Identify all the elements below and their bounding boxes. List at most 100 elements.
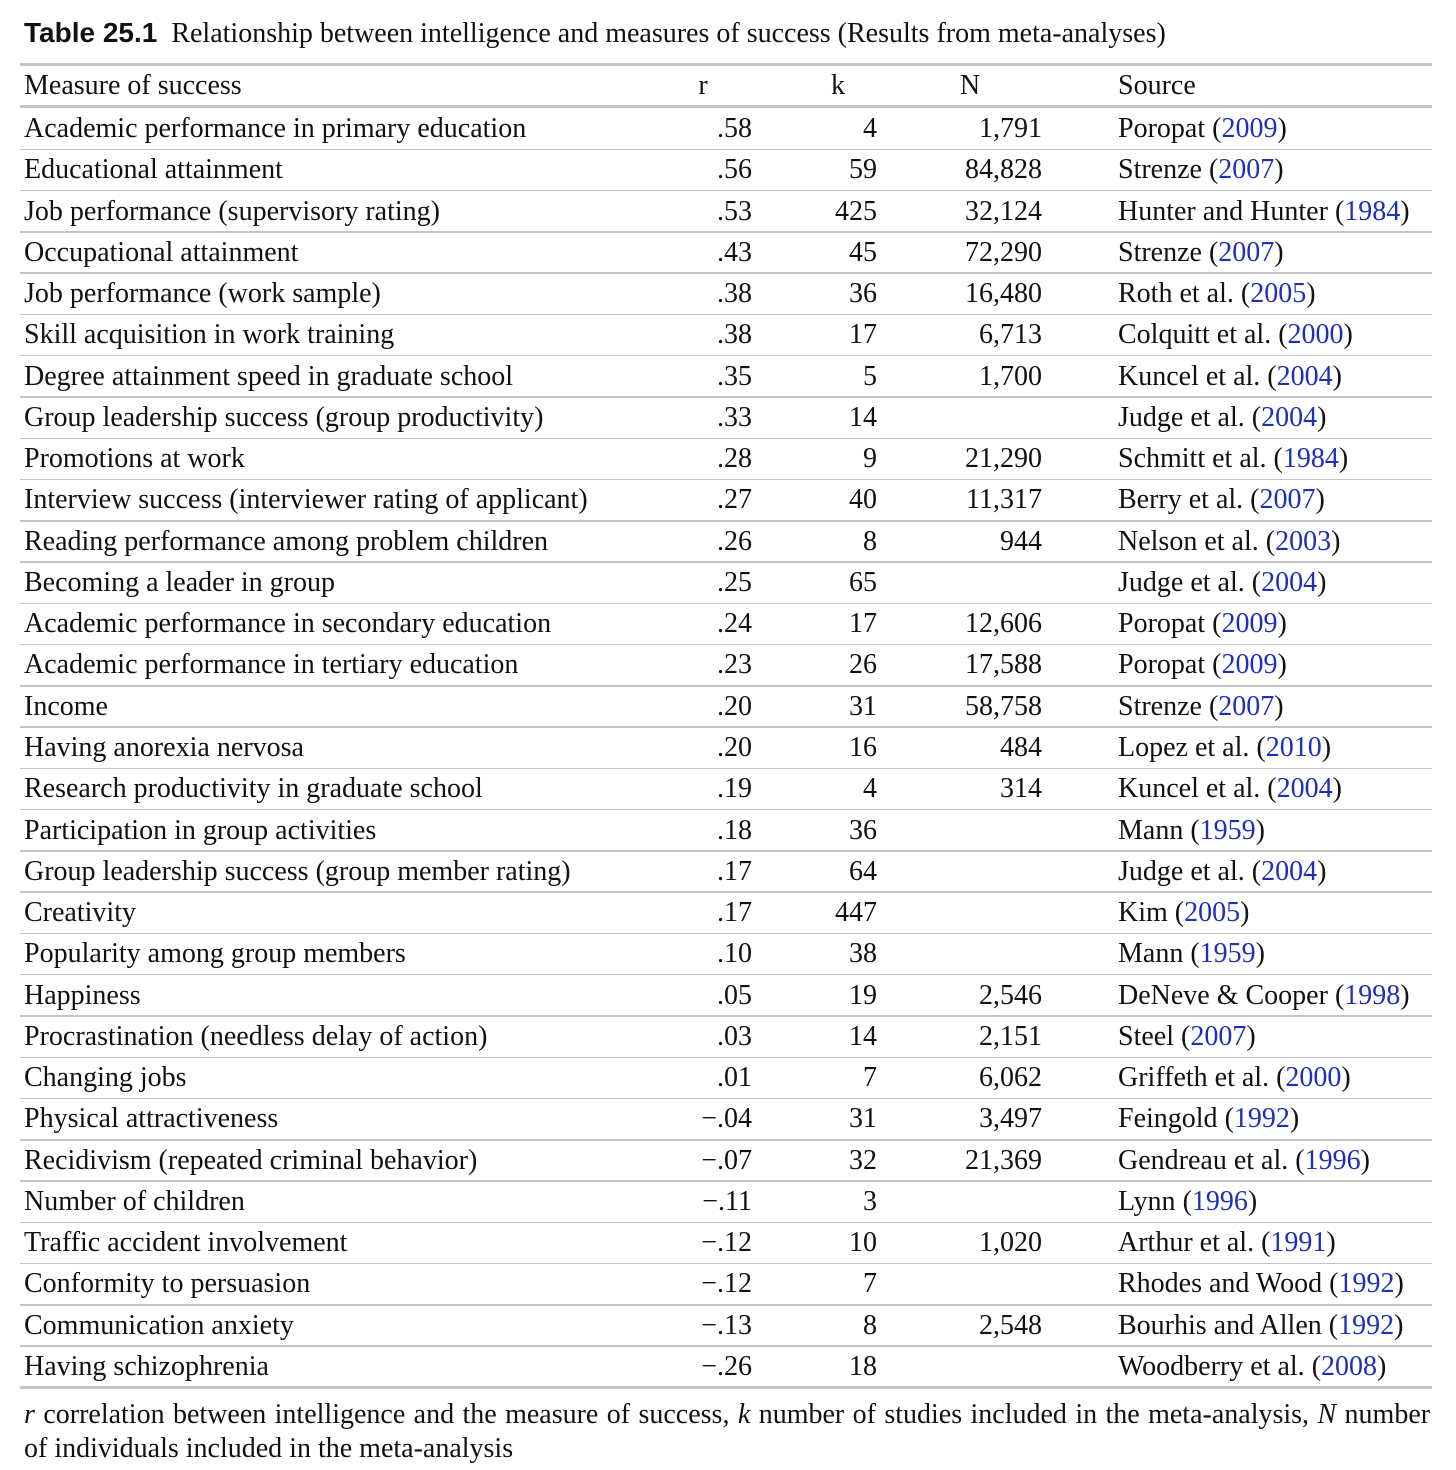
source-year: 2004 (1252, 856, 1327, 887)
source-cell: Lopez et al. 2010 (1118, 731, 1331, 765)
source-cell: Lynn 1996 (1118, 1185, 1257, 1219)
source-cell: DeNeve & Cooper 1998 (1118, 979, 1410, 1013)
header-cell: N (959, 70, 981, 101)
measure-cell: Becoming a leader in group (24, 566, 336, 598)
r-cell: .35 (717, 360, 752, 392)
measure-cell: Participation in group activities (24, 814, 377, 846)
source-author: Berry et al. (1118, 484, 1244, 516)
r-cell: .56 (717, 154, 752, 186)
row-rule (20, 726, 1432, 728)
n-cell: 16,480 (965, 278, 1042, 310)
source-author: Poropat (1118, 113, 1206, 144)
row-rule (20, 437, 1432, 439)
k-cell: 3 (863, 1185, 877, 1217)
measure-cell: Popularity among group members (24, 938, 406, 970)
source-year: 1984 (1335, 196, 1410, 227)
source-cell: Berry et al. 2007 (1118, 483, 1325, 517)
source-year: 2004 (1267, 361, 1342, 392)
measure-cell: Traffic accident involvement (24, 1227, 348, 1259)
measure-cell: Educational attainment (24, 154, 283, 186)
n-cell: 32,124 (965, 195, 1042, 227)
r-cell: −.26 (701, 1351, 752, 1382)
source-cell: Kuncel et al. 2004 (1118, 360, 1342, 394)
source-year: 1992 (1225, 1103, 1300, 1134)
source-author: Lopez et al. (1118, 732, 1250, 763)
measure-cell: Creativity (24, 897, 136, 929)
footnote: r correlation between intelligence and t… (24, 1398, 1430, 1466)
r-cell: .28 (717, 443, 752, 475)
k-cell: 10 (849, 1227, 877, 1259)
source-author: Colquitt et al. (1118, 319, 1272, 351)
source-cell: Judge et al. 2004 (1118, 401, 1326, 435)
source-cell: Judge et al. 2004 (1118, 566, 1326, 600)
source-author: Steel (1118, 1020, 1174, 1052)
r-cell: .05 (717, 979, 752, 1011)
r-cell: .20 (717, 732, 752, 763)
n-cell: 1,791 (979, 113, 1042, 144)
source-year: 2007 (1209, 154, 1284, 185)
r-cell: .18 (717, 814, 752, 846)
n-cell: 2,548 (979, 1309, 1042, 1341)
measure-cell: Interview success (interviewer rating of… (24, 484, 588, 516)
row-rule (20, 1221, 1432, 1224)
measure-cell: Conformity to persuasion (24, 1268, 311, 1300)
measure-cell: Job performance (work sample) (24, 278, 381, 310)
measure-cell: Physical attractiveness (24, 1103, 279, 1135)
k-cell: 17 (849, 319, 877, 351)
source-author: Arthur et al. (1118, 1227, 1255, 1259)
k-cell: 45 (849, 236, 877, 268)
k-cell: 4 (863, 773, 877, 805)
source-cell: Poropat 2009 (1118, 648, 1287, 682)
source-year: 2007 (1209, 691, 1284, 722)
r-cell: .20 (717, 690, 752, 722)
row-rule (20, 1097, 1432, 1100)
row-rule (20, 932, 1432, 935)
measure-cell: Happiness (24, 979, 141, 1011)
source-year: 2009 (1212, 649, 1287, 680)
n-cell: 11,317 (966, 484, 1042, 516)
r-cell: .10 (717, 938, 752, 970)
n-cell: 84,828 (965, 154, 1042, 186)
measure-cell: Academic performance in tertiary educati… (24, 649, 519, 681)
row-rule (20, 685, 1432, 687)
measure-cell: Group leadership success (group member r… (24, 855, 571, 887)
source-author: Strenze (1118, 236, 1202, 268)
header-rule (20, 105, 1432, 108)
r-cell: .53 (717, 195, 752, 227)
source-cell: Judge et al. 2004 (1118, 855, 1326, 889)
source-year: 2004 (1252, 567, 1327, 598)
source-author: Judge et al. (1118, 566, 1245, 598)
k-cell: 18 (849, 1351, 877, 1382)
k-cell: 19 (849, 979, 877, 1011)
source-author: Mann (1118, 938, 1184, 970)
source-author: Bourhis and Allen (1118, 1309, 1322, 1341)
r-cell: .17 (717, 897, 752, 929)
k-cell: 17 (849, 608, 877, 640)
r-cell: .26 (717, 525, 752, 557)
source-author: Roth et al. (1118, 278, 1234, 310)
measure-cell: Reading performance among problem childr… (24, 525, 549, 557)
r-cell: .33 (717, 401, 752, 433)
r-cell: .01 (717, 1062, 752, 1094)
source-author: Poropat (1118, 649, 1206, 681)
n-cell: 12,606 (965, 608, 1042, 640)
row-rule (20, 272, 1432, 274)
k-cell: 40 (849, 484, 877, 516)
source-year: 1996 (1183, 1186, 1258, 1217)
source-cell: Mann 1959 (1118, 814, 1265, 848)
source-author: Strenze (1118, 154, 1202, 186)
source-cell: Arthur et al. 1991 (1118, 1226, 1336, 1260)
source-cell: Roth et al. 2005 (1118, 277, 1316, 311)
row-rule (20, 1180, 1432, 1182)
n-cell: 58,758 (965, 690, 1042, 722)
source-year: 2005 (1175, 897, 1250, 928)
source-cell: Feingold 1992 (1118, 1102, 1299, 1136)
source-author: Hunter and Hunter (1118, 195, 1328, 227)
measure-cell: Group leadership success (group producti… (24, 401, 544, 433)
source-year: 2007 (1181, 1021, 1256, 1052)
header-cell: r (698, 70, 708, 101)
k-cell: 5 (863, 360, 877, 392)
k-cell: 14 (849, 401, 877, 433)
source-year: 2008 (1312, 1351, 1387, 1382)
source-year: 2010 (1256, 732, 1331, 763)
